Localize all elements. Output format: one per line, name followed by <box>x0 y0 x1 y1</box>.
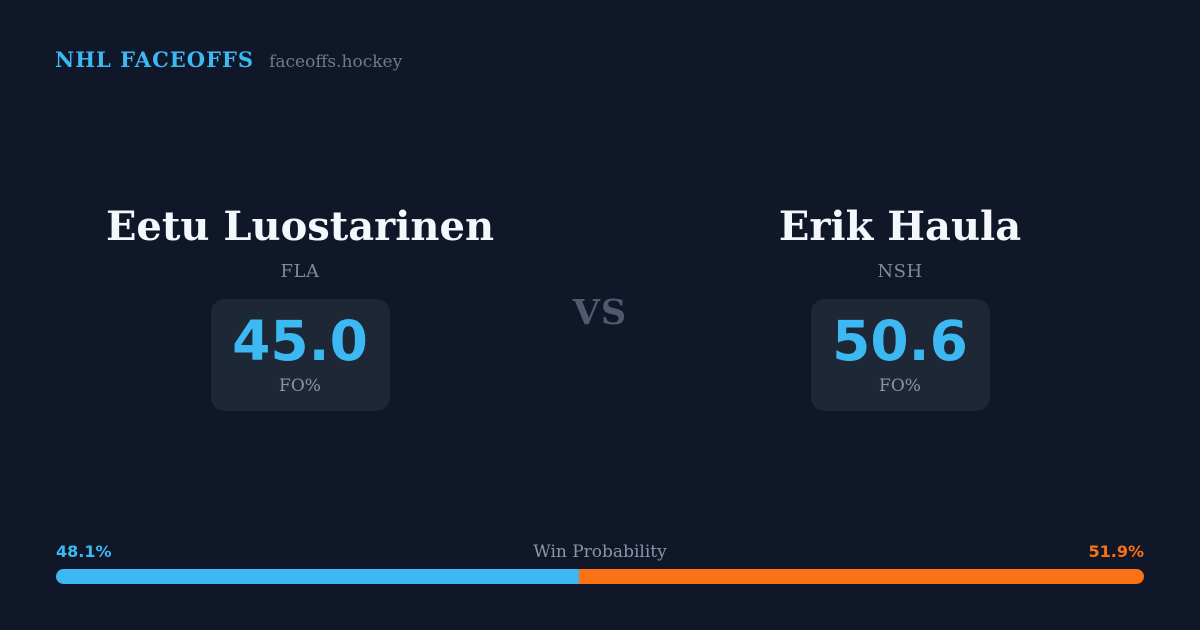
vs-label: VS <box>572 292 628 333</box>
player-card-right: Erik Haula NSH 50.6 FO% <box>680 207 1120 411</box>
header: NHL FACEOFFS faceoffs.hockey <box>55 47 402 72</box>
player-team: FLA <box>280 261 320 282</box>
stat-value: 50.6 <box>832 309 968 373</box>
win-prob-fill-right <box>579 569 1144 584</box>
win-prob-right-pct: 51.9% <box>1088 542 1144 561</box>
win-prob-title: Win Probability <box>533 542 667 562</box>
site-url: faceoffs.hockey <box>269 52 403 72</box>
brand-logo: NHL FACEOFFS <box>55 47 255 72</box>
stat-box: 50.6 FO% <box>810 299 990 411</box>
player-name: Eetu Luostarinen <box>105 203 495 250</box>
win-prob-labels: 48.1% Win Probability 51.9% <box>56 541 1144 563</box>
win-prob-left-pct: 48.1% <box>56 542 112 561</box>
stat-label: FO% <box>879 376 921 396</box>
stat-label: FO% <box>279 376 321 396</box>
stat-value: 45.0 <box>232 309 368 373</box>
win-prob-bar <box>56 569 1144 584</box>
stat-box: 45.0 FO% <box>210 299 390 411</box>
player-name: Erik Haula <box>778 203 1022 250</box>
player-card-left: Eetu Luostarinen FLA 45.0 FO% <box>80 207 520 411</box>
player-team: NSH <box>877 261 923 282</box>
win-prob-fill-left <box>56 569 580 584</box>
